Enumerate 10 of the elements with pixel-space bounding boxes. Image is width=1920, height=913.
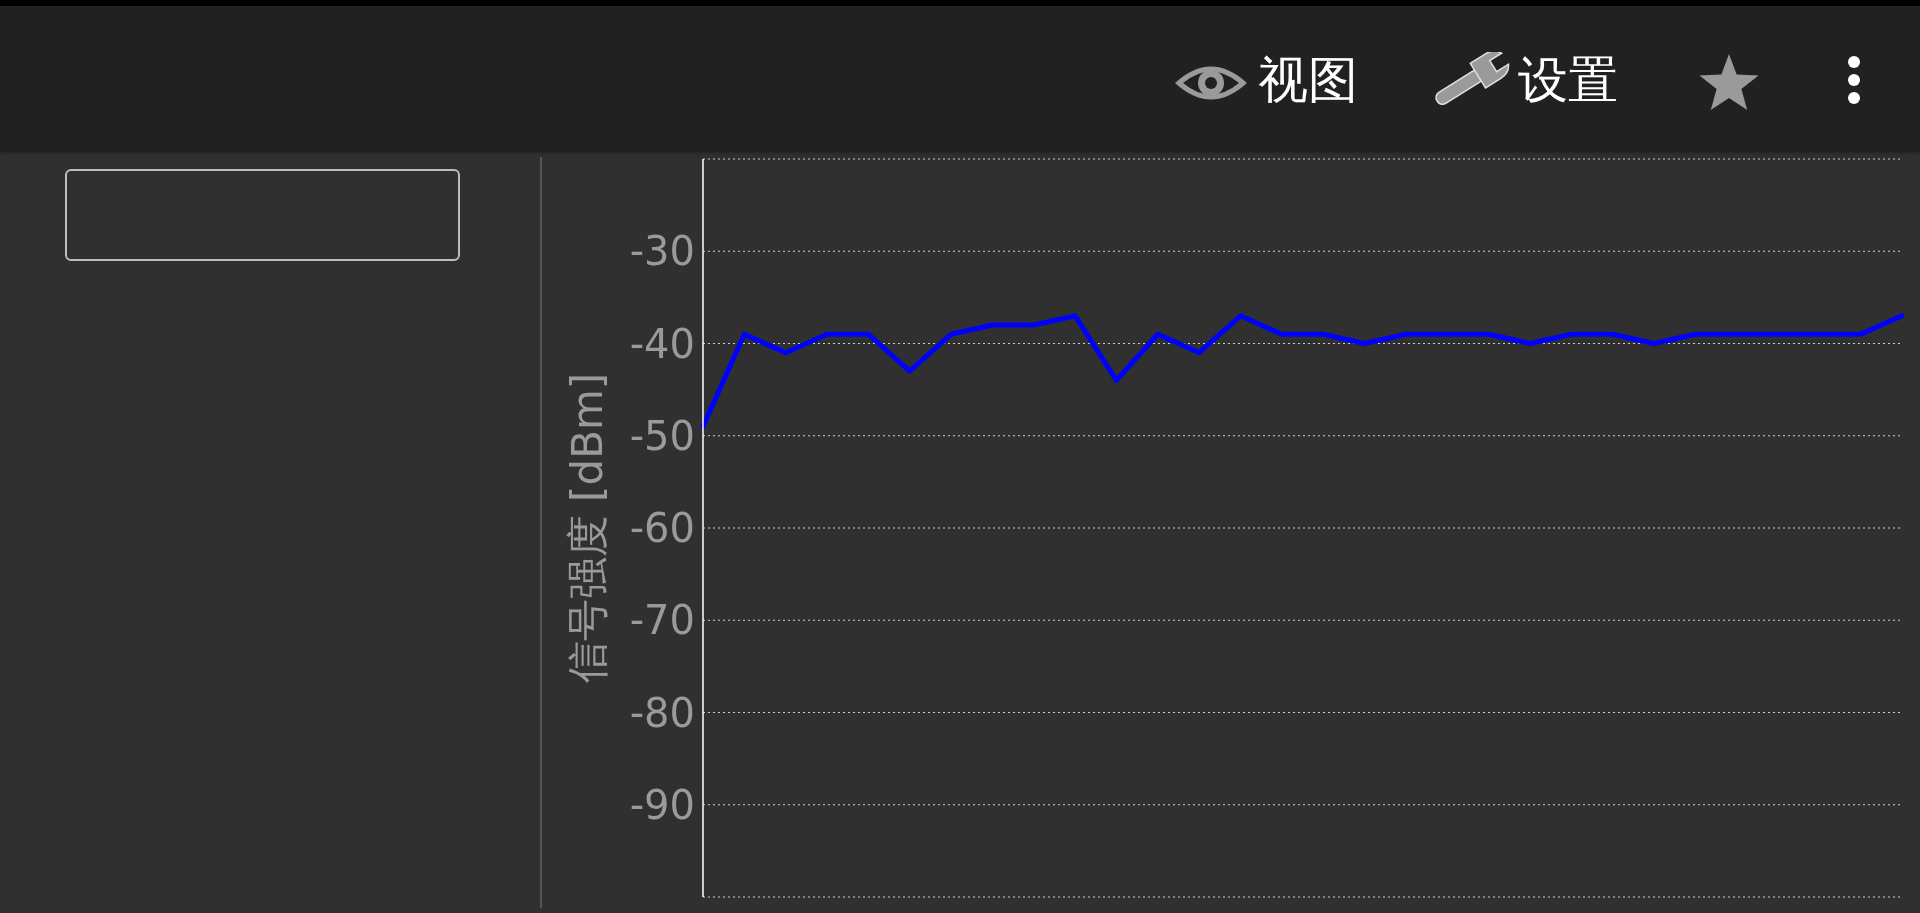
y-tick-label: -90 [629,781,695,828]
y-tick-label: -30 [629,228,695,275]
y-tick-label: -70 [629,597,695,644]
y-tick-label: -40 [629,320,695,367]
y-axis-title: 信号强度 [dBm] [562,372,612,684]
text: 视图 [1258,50,1358,110]
text: 设置 [1518,50,1618,110]
y-tick-label: -80 [629,689,695,736]
y-tick-label: -60 [629,505,695,552]
y-tick-label: -50 [629,412,695,459]
